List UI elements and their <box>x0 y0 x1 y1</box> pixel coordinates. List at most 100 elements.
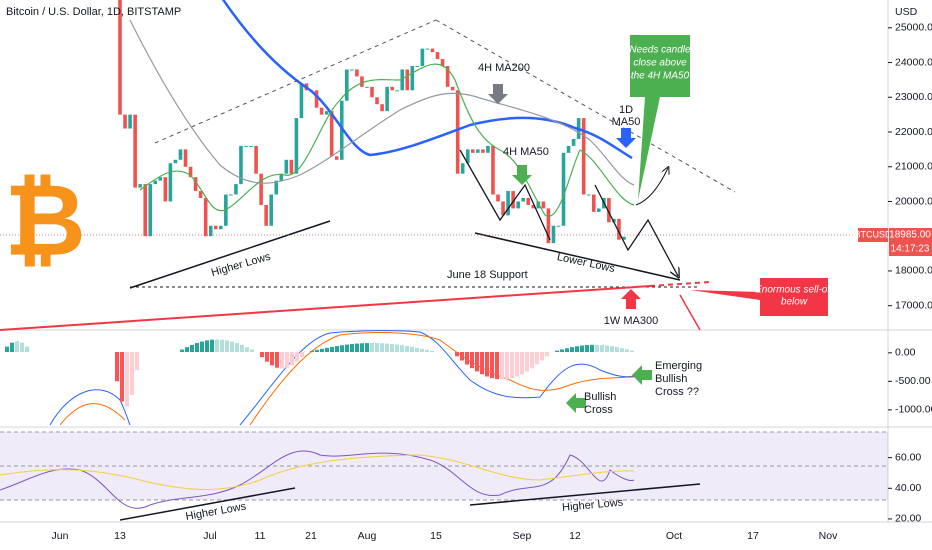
candle-body <box>612 218 616 223</box>
candle-body <box>244 145 248 147</box>
candle-body <box>208 225 213 237</box>
candle-body <box>118 0 122 115</box>
macd-histogram <box>555 350 559 352</box>
candle-body <box>591 194 596 212</box>
ma-1w-300-projection <box>649 281 711 287</box>
breakout-arrow <box>635 168 668 206</box>
annotation: Cross ?? <box>655 386 699 398</box>
macd-histogram <box>235 343 239 352</box>
macd-histogram <box>605 345 609 352</box>
symbol-badge <box>858 228 888 242</box>
y-tick-label: -500.00 <box>895 375 931 387</box>
lower-lows-line <box>474 232 681 281</box>
candle-body <box>471 149 475 153</box>
x-tick-label: 15 <box>430 530 442 542</box>
macd-histogram <box>585 345 589 352</box>
macd-histogram <box>465 352 469 365</box>
candle-body <box>450 86 455 91</box>
candle-body <box>501 201 505 216</box>
macd-histogram <box>340 345 344 352</box>
candle-body <box>486 145 490 153</box>
candle-body <box>546 208 551 244</box>
candle-body <box>395 90 399 92</box>
arrow-emerging <box>632 365 652 385</box>
macd-histogram <box>430 350 434 352</box>
candle-body <box>425 48 430 50</box>
macd-histogram <box>570 347 574 352</box>
x-tick-label: 12 <box>569 530 581 542</box>
countdown: 14:17:23 <box>891 244 930 255</box>
macd-histogram <box>485 352 489 377</box>
macd-histogram <box>20 342 24 352</box>
macd-pane <box>5 330 635 426</box>
zigzag-projection <box>594 184 678 276</box>
macd-histogram <box>390 344 394 352</box>
macd-histogram <box>310 350 314 352</box>
macd-histogram <box>230 341 234 352</box>
candle-body <box>622 236 626 240</box>
macd-histogram <box>495 352 499 380</box>
macd-histogram <box>135 352 139 371</box>
candle-body <box>319 107 324 115</box>
candle-body <box>324 111 329 115</box>
callout-text: below <box>781 297 808 308</box>
macd-histogram <box>420 348 424 352</box>
candle-body <box>163 177 168 202</box>
candle-body <box>229 194 233 196</box>
last-price-badge <box>889 228 932 256</box>
candle-body <box>607 198 611 223</box>
arrow-1d-ma50 <box>616 128 636 148</box>
candle-body <box>345 69 349 101</box>
candle-body <box>566 145 571 153</box>
macd-histogram <box>590 344 594 352</box>
macd-histogram <box>335 346 339 352</box>
y-tick-label: 18000.00 <box>895 265 932 277</box>
macd-histogram <box>360 343 364 352</box>
annotation: Cross <box>584 404 613 416</box>
candle-body <box>496 194 500 202</box>
candle-body <box>168 163 173 202</box>
macd-histogram <box>595 344 599 352</box>
candle-body <box>289 159 294 174</box>
ma-4h-50 <box>139 63 635 217</box>
macd-histogram <box>370 343 374 352</box>
candle-body <box>370 86 374 98</box>
candles <box>118 0 626 244</box>
macd-histogram <box>405 346 409 352</box>
candle-body <box>541 201 546 209</box>
overlays <box>129 0 635 217</box>
candle-body <box>390 86 394 91</box>
candle-body <box>198 191 203 198</box>
macd-histogram <box>630 350 634 352</box>
x-tick-label: Nov <box>819 530 838 542</box>
macd-histogram <box>300 352 304 358</box>
macd-histogram <box>490 352 494 379</box>
macd-histogram <box>525 352 529 372</box>
macd-histogram <box>355 343 359 352</box>
x-tick-label: Jun <box>52 530 69 542</box>
x-tick-label: Sep <box>513 530 532 542</box>
macd-histogram <box>615 347 619 352</box>
annotation: MA50 <box>612 116 641 128</box>
candle-body <box>274 180 279 195</box>
macd-histogram <box>610 346 614 352</box>
macd-histogram <box>215 339 219 352</box>
y-tick-label: 0.00 <box>895 347 916 359</box>
macd-histogram <box>515 352 519 377</box>
macd-histogram <box>580 345 584 352</box>
macd-histogram <box>330 346 334 352</box>
y-tick-label: 23000.00 <box>895 91 932 103</box>
callout-text: close above <box>633 58 687 69</box>
candle-body <box>269 194 273 226</box>
bitcoin-logo: ₿ <box>4 164 86 276</box>
arrow-4h-ma50 <box>512 165 532 185</box>
annotation: 4H MA200 <box>478 62 530 74</box>
candle-body <box>385 86 389 112</box>
candle-body <box>400 69 405 91</box>
macd-histogram <box>415 347 419 352</box>
macd-histogram <box>125 352 129 407</box>
candle-body <box>178 149 183 160</box>
resistance-line <box>154 19 437 144</box>
annotation: 4H MA50 <box>503 146 549 158</box>
signal-line <box>249 332 635 426</box>
